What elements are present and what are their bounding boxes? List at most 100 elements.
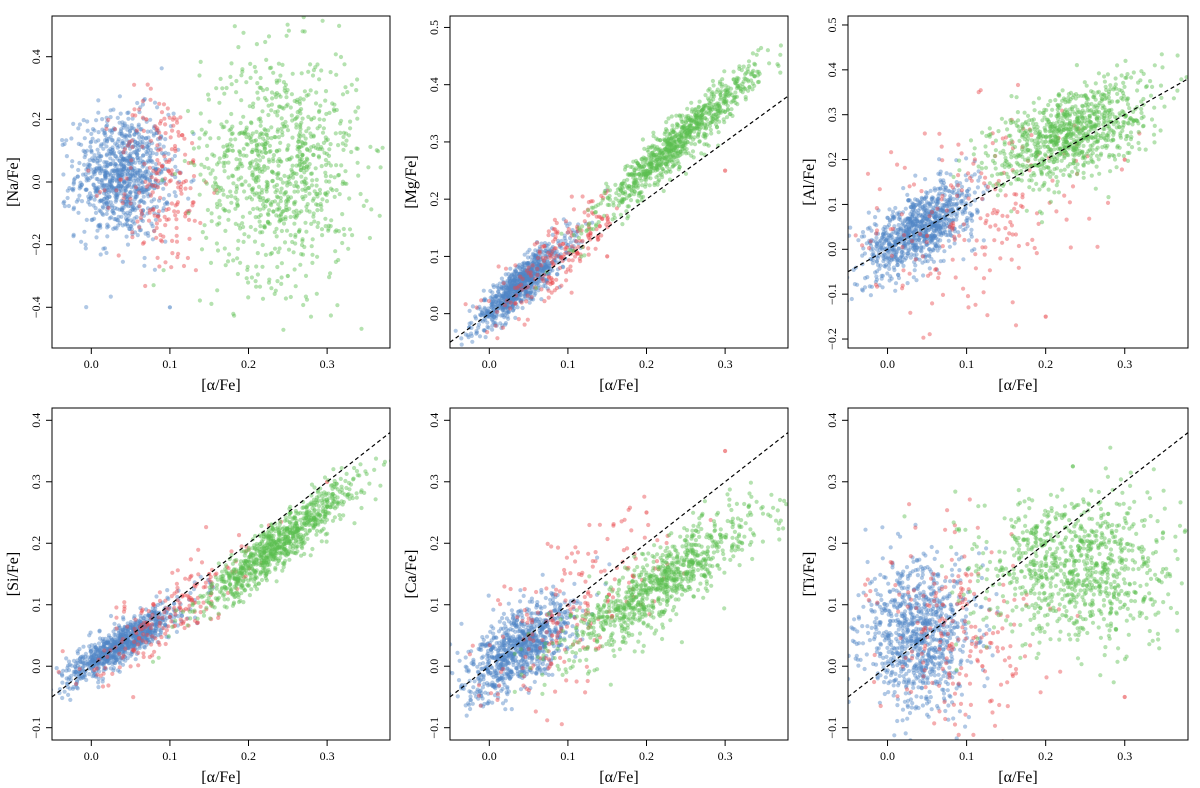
data-point [494,300,499,305]
data-point [848,275,850,280]
data-point [148,193,154,198]
panel-al-fe: 0.0 0.1 0.2 0.3−0.2−0.10.00.10.20.30.40.5[α… [801,15,1189,394]
data-point [132,168,137,174]
data-point [484,309,489,314]
data-point [636,193,642,198]
data-point [214,86,219,91]
data-point [138,105,143,110]
data-point [146,233,151,238]
data-point [546,271,551,276]
data-point [577,256,582,261]
data-point [262,164,267,169]
data-point [928,219,933,224]
data-point [60,142,65,147]
data-point [933,243,938,248]
data-point [630,171,635,176]
data-point [900,247,905,252]
data-point [545,265,550,270]
data-point [523,270,529,275]
data-point [170,172,175,177]
data-point [515,282,520,287]
data-point [528,296,533,301]
data-point [266,212,271,217]
data-point [707,123,713,129]
data-point [133,143,138,148]
data-point [149,199,154,204]
data-point [151,283,156,288]
data-point [683,126,688,131]
data-point [709,105,715,110]
data-point [912,243,917,248]
data-point [255,148,260,153]
data-point [263,150,268,155]
data-point [646,145,651,150]
data-point [349,82,354,87]
data-point [162,214,167,219]
data-point [632,180,637,185]
data-point [140,186,145,191]
data-point [248,161,253,166]
data-point [336,173,341,178]
data-point [886,249,891,254]
data-point [217,198,222,203]
data-point [957,193,962,199]
data-point [673,134,678,139]
data-point [672,147,677,152]
data-point [255,152,260,157]
data-point [969,212,975,217]
data-point [102,189,107,194]
data-point [682,127,688,132]
data-point [141,199,146,205]
data-point [241,131,246,136]
data-point [263,252,268,257]
data-point [262,144,267,149]
data-point [148,129,153,134]
data-point [127,129,132,134]
data-point [272,199,278,204]
data-point [714,124,720,130]
data-point [905,192,910,197]
data-point [235,203,240,208]
data-point [670,135,675,140]
data-point [134,130,139,135]
data-point [873,279,879,284]
data-point [911,237,916,242]
data-point [262,127,267,132]
data-point [142,173,147,178]
data-point [539,249,544,254]
data-point [694,121,699,126]
data-point [498,321,503,326]
data-point [205,207,210,213]
data-point [719,89,724,94]
data-point [280,216,285,221]
data-point [685,125,690,131]
data-point [82,155,87,160]
data-point [941,206,946,211]
data-point [66,203,71,209]
data-point [510,303,515,308]
data-point [474,330,480,335]
data-point [147,155,152,160]
data-point [570,228,575,233]
data-point [691,119,696,124]
data-point [523,273,528,278]
data-point [682,127,687,132]
y-tick-label: 0.4 [427,77,441,92]
data-point [659,159,664,164]
data-point [104,124,109,129]
data-point [919,200,925,205]
data-point [491,284,496,290]
data-point [319,204,324,209]
data-point [660,151,665,156]
data-point [649,161,654,166]
data-point [970,213,975,218]
data-point [507,294,512,299]
data-point [527,247,532,252]
data-point [178,115,183,120]
data-point [154,127,159,132]
data-point [526,261,531,266]
data-point [718,92,723,97]
data-point [948,196,953,201]
data-point [239,73,244,78]
data-point [919,195,924,200]
